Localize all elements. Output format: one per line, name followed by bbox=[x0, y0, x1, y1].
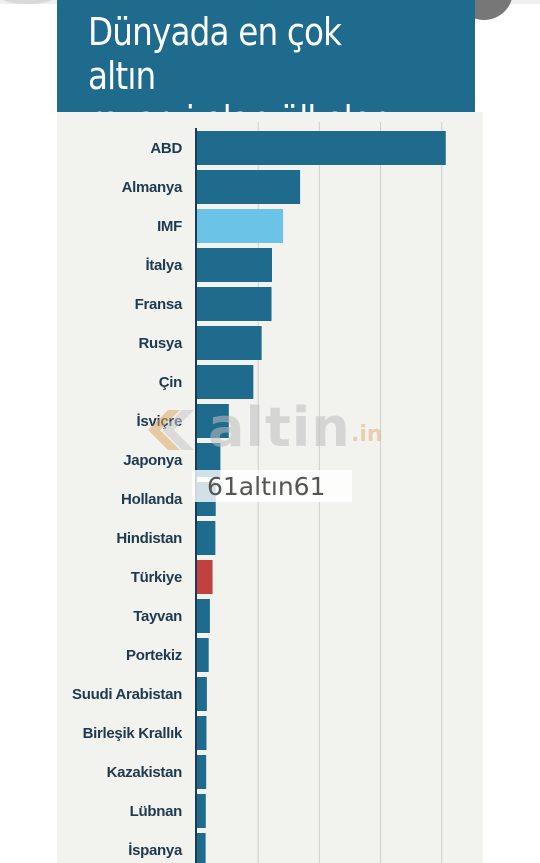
bar bbox=[197, 443, 221, 477]
bar bbox=[197, 599, 210, 633]
bar bbox=[197, 365, 254, 399]
bar bbox=[197, 521, 216, 555]
watermark-caption-box bbox=[192, 470, 352, 502]
category-label: Japonya bbox=[123, 452, 183, 469]
bar bbox=[197, 638, 209, 672]
bar bbox=[197, 209, 284, 243]
category-label: ABD bbox=[150, 140, 182, 157]
top-left-shape bbox=[0, 0, 55, 4]
bar bbox=[197, 755, 207, 789]
category-label: İsviçre bbox=[137, 413, 182, 430]
bar-chart: ABD Almanya IMF İtalya Fransa Rusya Çin İsviçre… bbox=[72, 122, 446, 863]
category-label: Çin bbox=[159, 374, 182, 391]
bar bbox=[197, 677, 207, 711]
category-label: İtalya bbox=[145, 257, 183, 274]
bar bbox=[197, 287, 272, 321]
category-label: Kazakistan bbox=[107, 764, 183, 781]
category-label: Hindistan bbox=[116, 530, 182, 547]
category-label: Suudi Arabistan bbox=[72, 686, 182, 703]
bar bbox=[197, 131, 446, 165]
category-label: Birleşik Krallık bbox=[83, 725, 183, 742]
bar bbox=[197, 833, 206, 863]
category-label: Portekiz bbox=[126, 647, 182, 664]
category-label: Türkiye bbox=[131, 569, 182, 586]
bar bbox=[197, 716, 207, 750]
category-label: Hollanda bbox=[121, 491, 183, 508]
category-label: IMF bbox=[157, 218, 182, 235]
chart-header: Dünyada en çok altın rezervi olan ülkele… bbox=[57, 0, 475, 142]
bar bbox=[197, 404, 229, 438]
category-label: İspanya bbox=[128, 842, 183, 859]
category-label: Rusya bbox=[138, 335, 182, 352]
category-label: Tayvan bbox=[133, 608, 182, 625]
bar bbox=[197, 170, 301, 204]
watermark-caption: 61altın61 bbox=[207, 472, 326, 501]
category-label: Almanya bbox=[122, 179, 183, 196]
bar bbox=[197, 326, 262, 360]
category-label: Lübnan bbox=[130, 803, 182, 820]
category-label: Fransa bbox=[135, 296, 183, 313]
bar bbox=[197, 560, 213, 594]
bar bbox=[197, 248, 273, 282]
bar bbox=[197, 794, 206, 828]
